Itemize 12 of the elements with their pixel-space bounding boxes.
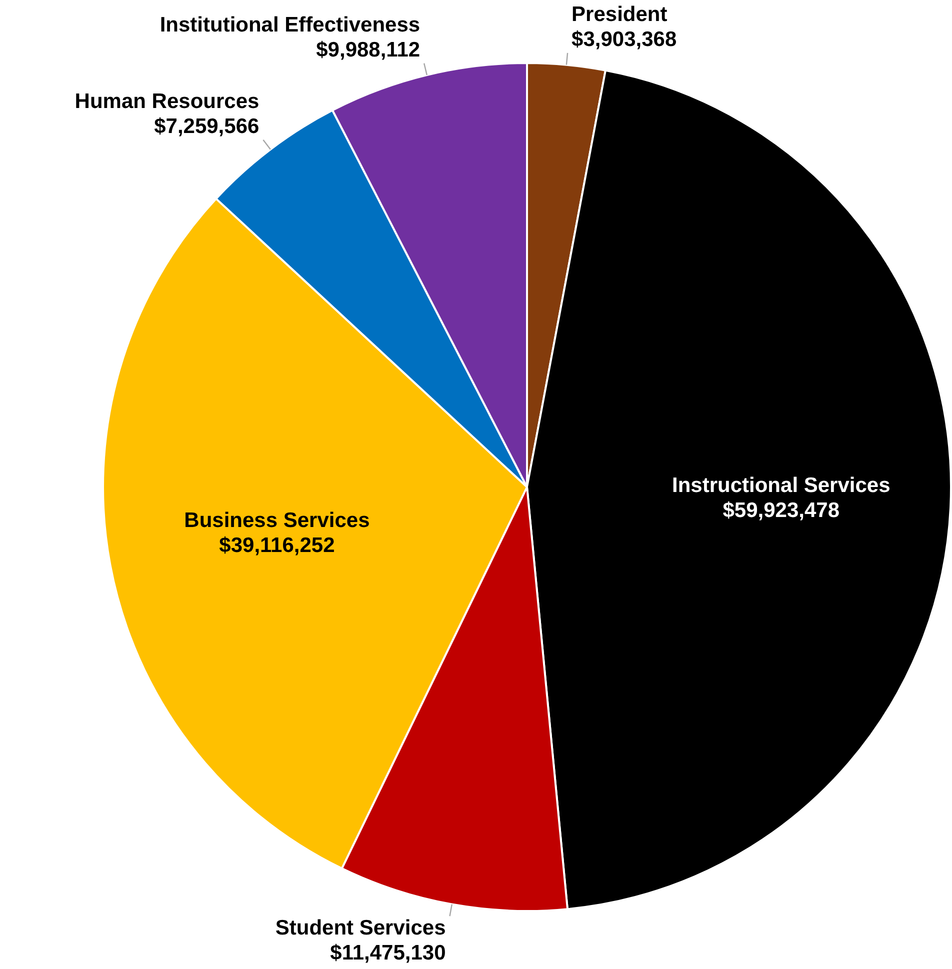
data-label: $9,988,112 — [316, 38, 420, 62]
slice-label: Human Resources — [74, 90, 260, 114]
slice-label: Business Services — [184, 509, 370, 532]
data-label: $3,903,368 — [572, 28, 677, 52]
data-label: $7,259,566 — [154, 115, 260, 138]
slice-label: Institutional Effectiveness — [160, 14, 420, 37]
data-label: $11,475,130 — [330, 941, 446, 964]
data-label: $59,923,478 — [722, 498, 840, 522]
slice-label: Instructional Services — [672, 474, 890, 497]
slice-label: President — [572, 3, 668, 26]
data-label: $39,116,252 — [219, 534, 335, 558]
slice-label: Student Services — [275, 916, 446, 940]
